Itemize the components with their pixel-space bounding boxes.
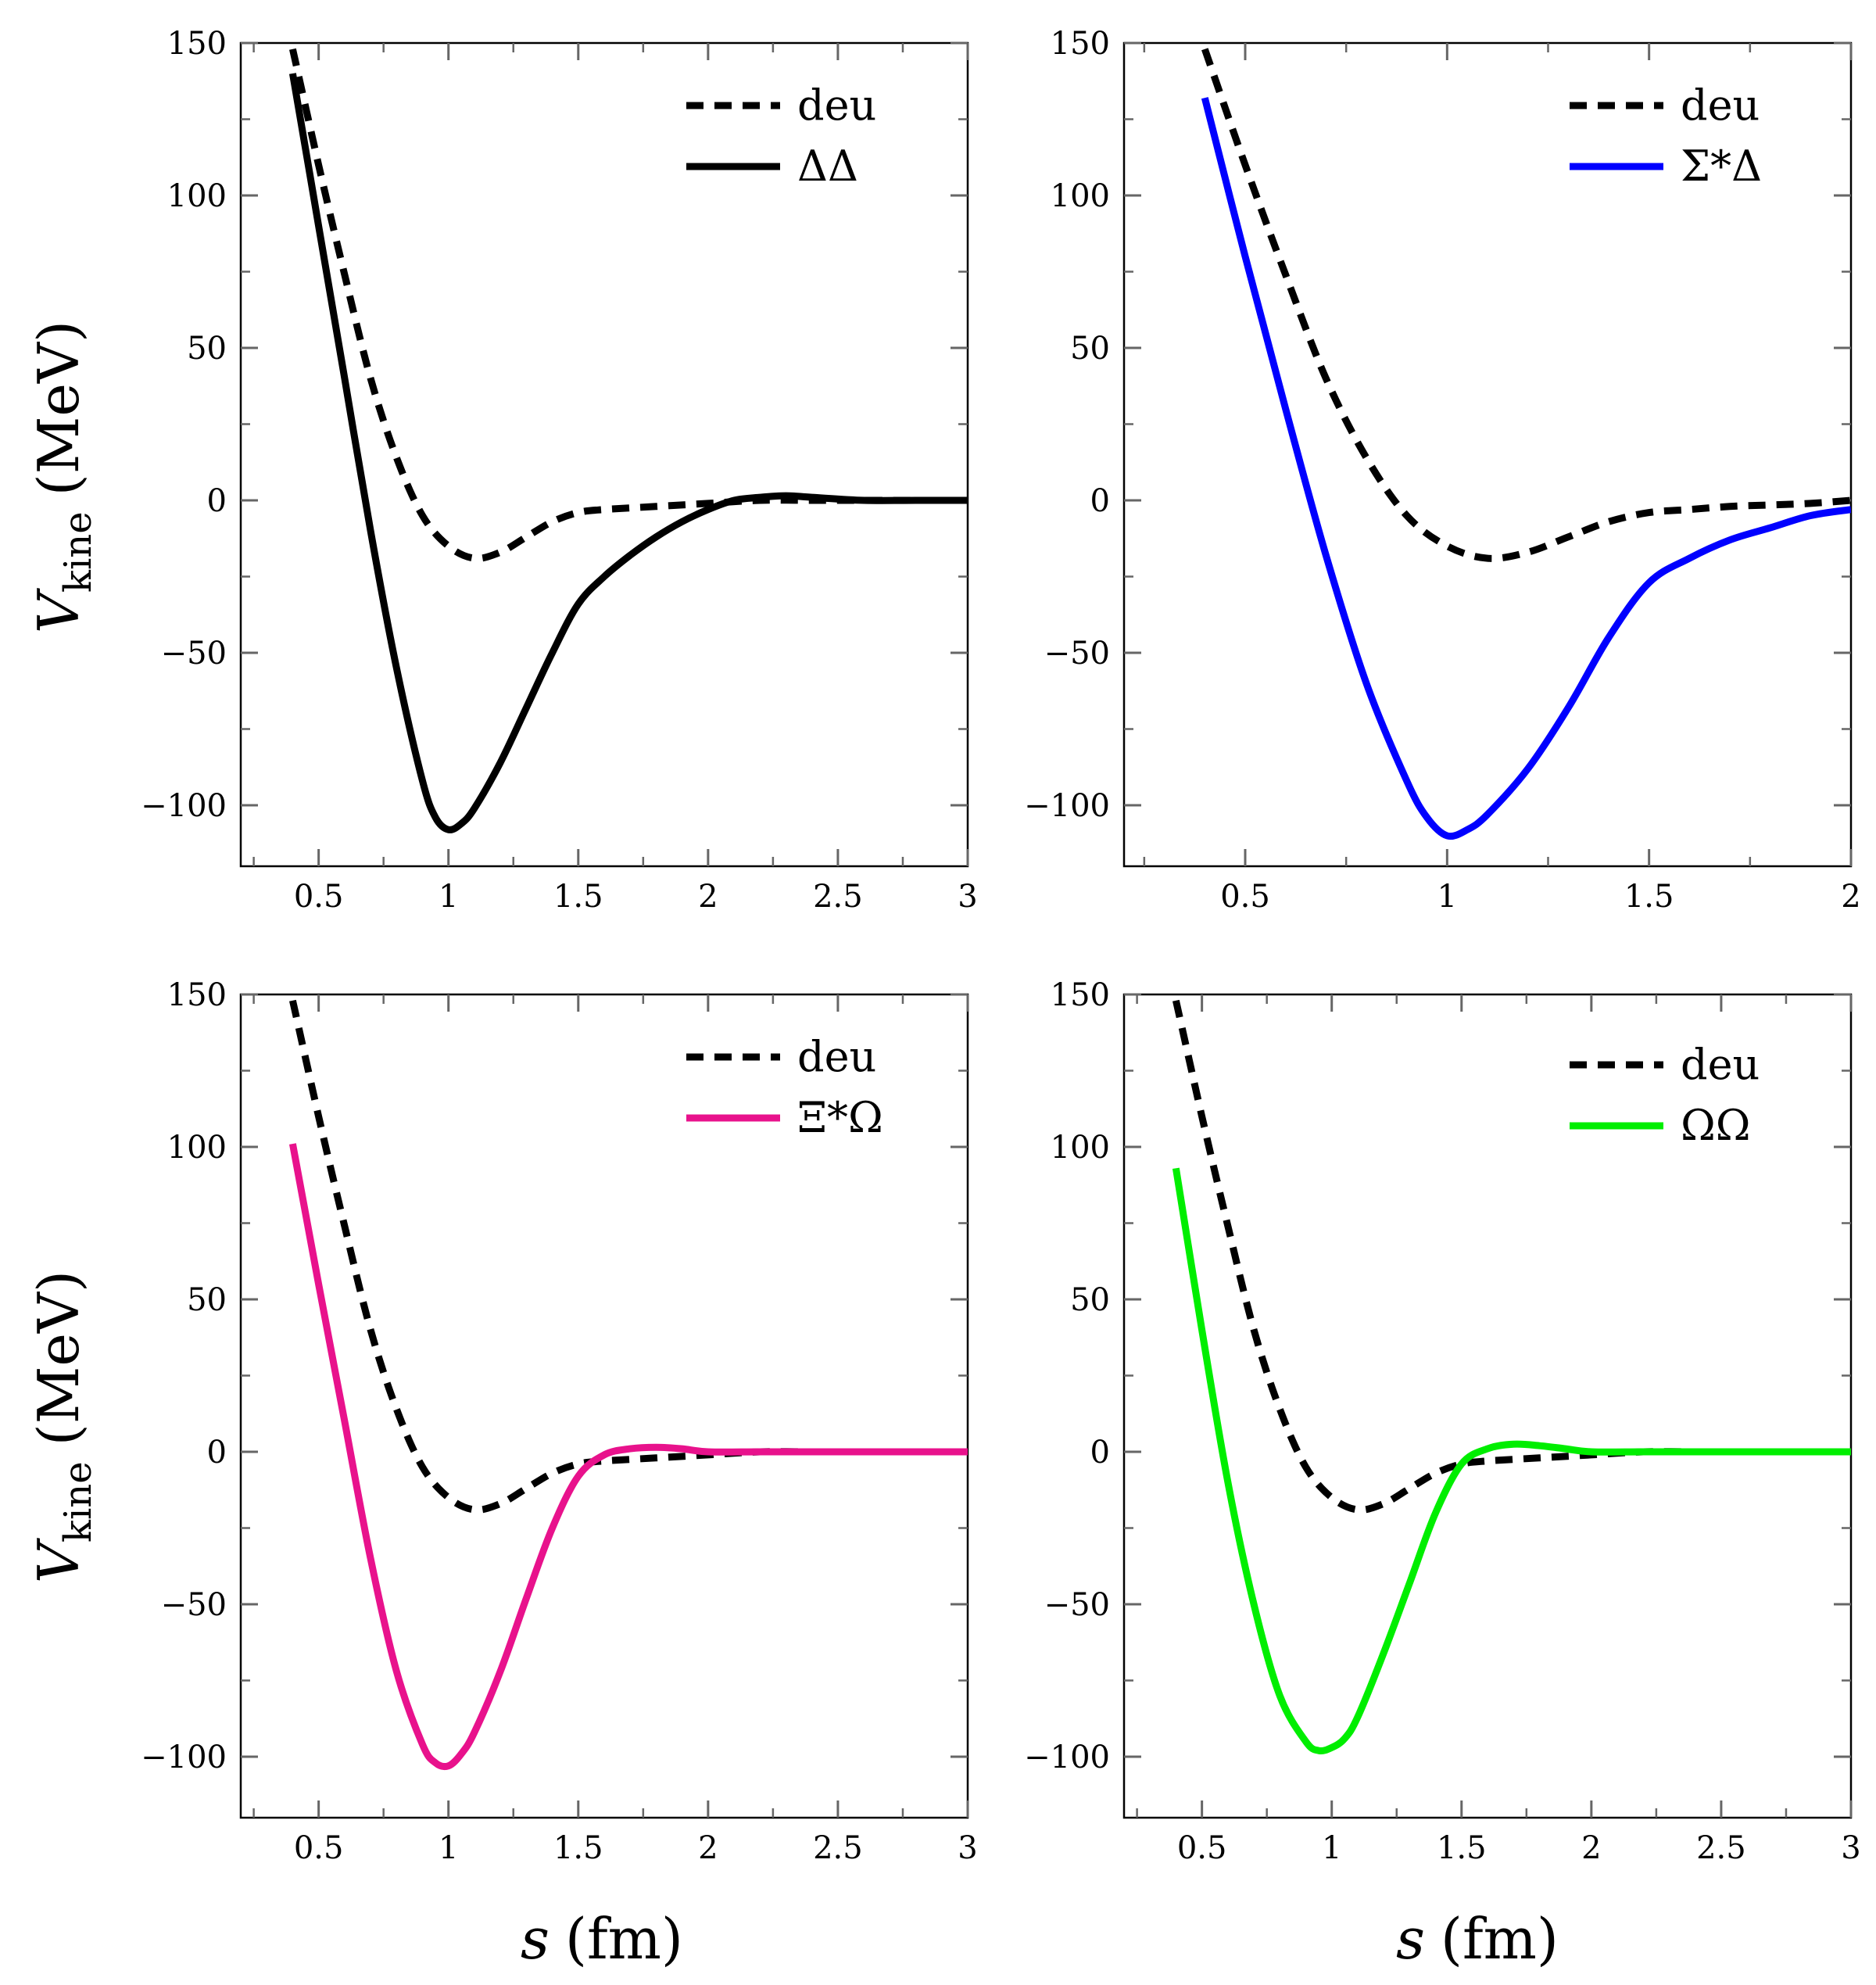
y-tick-label: −50 bbox=[161, 1587, 227, 1623]
x-tick-label: 0.5 bbox=[294, 1830, 344, 1866]
svg-text:Vkine(MeV): Vkine (MeV) bbox=[26, 1270, 100, 1583]
y-tick-label: 50 bbox=[1070, 1282, 1110, 1318]
y-tick-label: 150 bbox=[167, 977, 227, 1013]
x-axis-title-right: s (fm) bbox=[1396, 1906, 1559, 1972]
x-axis-var: s bbox=[1396, 1906, 1425, 1972]
x-tick-label: 2.5 bbox=[1696, 1830, 1746, 1866]
y-tick-label: −50 bbox=[1044, 1587, 1110, 1623]
y-axis-unit: (MeV) bbox=[26, 321, 91, 496]
x-tick-label: 1.5 bbox=[1624, 879, 1674, 915]
y-tick-label: 50 bbox=[187, 331, 227, 367]
y-axis-var: V bbox=[26, 1537, 91, 1583]
y-tick-label: 150 bbox=[1051, 977, 1110, 1013]
chart-panel-1: 0.5 1 1.5 2 2.5 3 150 100 50 0 −50 −100 deu ΔΔ bbox=[141, 26, 978, 915]
x-tick-label: 0.5 bbox=[294, 879, 344, 915]
y-tick-label: −50 bbox=[1044, 636, 1110, 672]
x-tick-label: 2.5 bbox=[813, 1830, 863, 1866]
legend: deu ΔΔ bbox=[686, 81, 876, 191]
plot-frame bbox=[1122, 41, 1853, 868]
plot-frame bbox=[1122, 993, 1853, 1819]
plot-frame bbox=[239, 41, 969, 868]
y-tick-label: 0 bbox=[207, 483, 227, 519]
legend: deu Σ*Δ bbox=[1570, 81, 1762, 191]
legend-label: deu bbox=[797, 1032, 876, 1081]
x-tick-label: 1 bbox=[439, 879, 458, 915]
plot-frame bbox=[239, 993, 969, 1819]
x-tick-label: 1.5 bbox=[1437, 1830, 1487, 1866]
y-tick-label: −100 bbox=[141, 788, 227, 824]
series-line-baryon bbox=[288, 73, 968, 833]
x-tick-label: 2 bbox=[1581, 1830, 1601, 1866]
y-tick-label: 0 bbox=[1090, 483, 1110, 519]
x-axis-var: s bbox=[521, 1906, 550, 1972]
x-tick-label: 3 bbox=[958, 1830, 977, 1866]
y-tick-label: 150 bbox=[167, 26, 227, 62]
x-tick-label: 2 bbox=[698, 879, 718, 915]
x-tick-label: 3 bbox=[1841, 1830, 1860, 1866]
legend-label: deu bbox=[797, 81, 876, 130]
x-tick-label: 1.5 bbox=[553, 1830, 603, 1866]
y-axis-unit: (MeV) bbox=[26, 1270, 91, 1446]
y-tick-label: 100 bbox=[167, 178, 227, 214]
y-tick-label: 100 bbox=[1051, 178, 1110, 214]
y-axis-var: V bbox=[26, 587, 91, 633]
x-tick-label: 1 bbox=[1437, 879, 1457, 915]
y-tick-label: 150 bbox=[1051, 26, 1110, 62]
y-tick-label: 100 bbox=[1051, 1130, 1110, 1166]
chart-panel-3: 0.5 1 1.5 2 2.5 3 150 100 50 0 −50 −100 deu Ξ*Ω bbox=[141, 977, 978, 1866]
legend-label: ΩΩ bbox=[1681, 1101, 1751, 1150]
legend-label: deu bbox=[1681, 81, 1760, 130]
x-axis-unit: (fm) bbox=[1441, 1906, 1559, 1972]
y-tick-label: 100 bbox=[167, 1130, 227, 1166]
y-tick-label: −100 bbox=[1024, 1740, 1110, 1775]
y-tick-label: −50 bbox=[161, 636, 227, 672]
x-axis-unit: (fm) bbox=[565, 1906, 683, 1972]
legend-label: Ξ*Ω bbox=[797, 1093, 883, 1142]
chart-panel-2: 0.5 1 1.5 2 150 100 50 0 −50 −100 deu Σ*Δ bbox=[1024, 26, 1861, 915]
svg-text:Vkine(MeV): Vkine (MeV) bbox=[26, 321, 100, 633]
x-tick-label: 2 bbox=[698, 1830, 718, 1866]
x-tick-label: 1 bbox=[439, 1830, 458, 1866]
svg-text:s(fm): s (fm) bbox=[521, 1906, 683, 1972]
series-line-baryon bbox=[1201, 97, 1851, 840]
legend-label: Σ*Δ bbox=[1681, 142, 1762, 191]
legend-label: ΔΔ bbox=[797, 142, 858, 191]
y-tick-label: 0 bbox=[207, 1435, 227, 1471]
legend-label: deu bbox=[1681, 1040, 1760, 1089]
x-tick-label: 3 bbox=[958, 879, 977, 915]
y-axis-sub: kine bbox=[56, 511, 100, 593]
chart-panel-4: 0.5 1 1.5 2 2.5 3 150 100 50 0 −50 −100 deu ΩΩ bbox=[1024, 977, 1861, 1866]
series-line-baryon bbox=[1172, 1167, 1851, 1755]
svg-text:s(fm): s (fm) bbox=[1396, 1906, 1559, 1972]
y-axis-title-top: Vkine (MeV) bbox=[26, 321, 100, 633]
x-tick-label: 0.5 bbox=[1220, 879, 1270, 915]
y-axis-title-bottom: Vkine (MeV) bbox=[26, 1270, 100, 1583]
y-axis-sub: kine bbox=[56, 1461, 100, 1542]
x-axis-title-left: s (fm) bbox=[521, 1906, 683, 1972]
x-tick-label: 0.5 bbox=[1177, 1830, 1227, 1866]
x-tick-label: 1.5 bbox=[553, 879, 603, 915]
y-tick-label: 50 bbox=[187, 1282, 227, 1318]
y-tick-label: 50 bbox=[1070, 331, 1110, 367]
legend: deu Ξ*Ω bbox=[686, 1032, 883, 1142]
y-tick-label: −100 bbox=[141, 1740, 227, 1775]
series-line-baryon bbox=[288, 1143, 968, 1771]
x-tick-label: 2 bbox=[1841, 879, 1860, 915]
series-line-deu bbox=[1201, 48, 1851, 562]
x-tick-label: 2.5 bbox=[813, 879, 863, 915]
y-tick-label: −100 bbox=[1024, 788, 1110, 824]
y-tick-label: 0 bbox=[1090, 1435, 1110, 1471]
x-tick-label: 1 bbox=[1322, 1830, 1341, 1866]
legend: deu ΩΩ bbox=[1570, 1040, 1760, 1150]
